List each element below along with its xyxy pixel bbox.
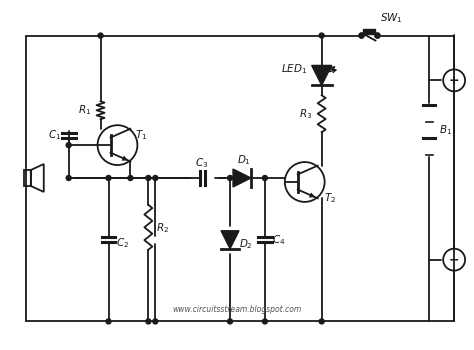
Text: $T_2$: $T_2$ <box>324 191 336 205</box>
Circle shape <box>153 175 158 181</box>
Text: $SW_1$: $SW_1$ <box>380 11 403 24</box>
Circle shape <box>359 33 364 38</box>
Circle shape <box>128 175 133 181</box>
Text: $R_1$: $R_1$ <box>78 103 91 117</box>
Text: $C_2$: $C_2$ <box>116 236 129 250</box>
Bar <box>364 29 375 34</box>
Circle shape <box>66 175 71 181</box>
Text: +: + <box>449 74 459 87</box>
Polygon shape <box>221 231 239 249</box>
Text: $LED_1$: $LED_1$ <box>281 63 307 76</box>
Text: $T_1$: $T_1$ <box>135 128 147 142</box>
Text: www.circuitsstream.blogspot.com: www.circuitsstream.blogspot.com <box>173 305 301 314</box>
Circle shape <box>263 319 267 324</box>
Text: $R_3$: $R_3$ <box>299 107 312 121</box>
Text: −: − <box>449 253 459 266</box>
Bar <box>24 170 31 186</box>
Circle shape <box>146 319 151 324</box>
Text: $D_1$: $D_1$ <box>237 153 251 167</box>
Text: $R_2$: $R_2$ <box>156 221 169 235</box>
Circle shape <box>319 319 324 324</box>
Text: $C_3$: $C_3$ <box>195 156 209 170</box>
Polygon shape <box>233 169 251 187</box>
Circle shape <box>146 175 151 181</box>
Circle shape <box>98 33 103 38</box>
Circle shape <box>106 175 111 181</box>
Circle shape <box>263 175 267 181</box>
Text: $C_1$: $C_1$ <box>48 128 61 142</box>
Circle shape <box>66 143 71 148</box>
Text: $C_4$: $C_4$ <box>272 233 285 247</box>
Circle shape <box>153 319 158 324</box>
Circle shape <box>375 33 380 38</box>
Text: $B_1$: $B_1$ <box>438 123 452 137</box>
Circle shape <box>228 319 233 324</box>
Text: $D_2$: $D_2$ <box>239 237 253 251</box>
Circle shape <box>375 33 380 38</box>
Circle shape <box>106 319 111 324</box>
Circle shape <box>359 33 364 38</box>
Polygon shape <box>312 65 332 85</box>
Circle shape <box>319 33 324 38</box>
Circle shape <box>228 175 233 181</box>
